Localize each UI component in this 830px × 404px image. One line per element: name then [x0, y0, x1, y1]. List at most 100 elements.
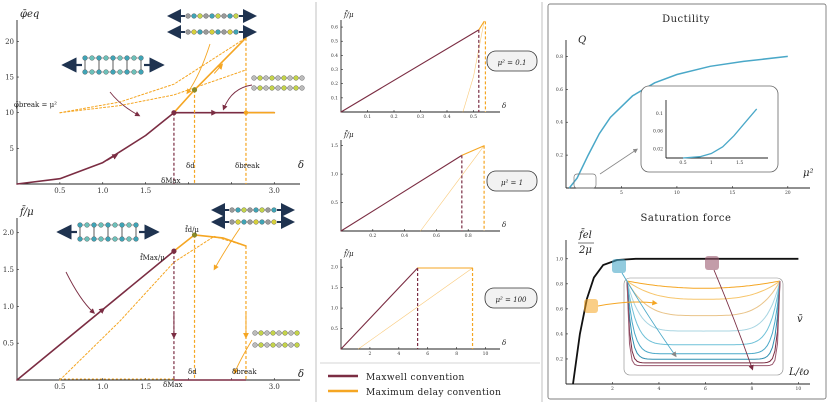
force-series-1: [173, 234, 247, 252]
mu100-x-tick-label: 6: [426, 351, 429, 357]
force-y-tick-label: 2.0: [3, 229, 14, 237]
chain-energy-top-b-bead: [221, 29, 227, 35]
ductility-x-tick-label: 5: [620, 190, 623, 196]
chain-energy-top-b-bead: [203, 29, 209, 35]
ladder-energy-bot-bead: [124, 69, 130, 75]
chain-energy-right-b-bead: [275, 85, 281, 91]
ladder-force-bot-bead: [133, 236, 139, 242]
chain-force-right-b-bead: [282, 342, 288, 348]
mu1-x-tick-label: 0.6: [433, 233, 440, 239]
chain-energy-right-b-bead: [293, 85, 299, 91]
ductility-inset-frame: [640, 85, 779, 173]
f-d-label: f̄d/μ: [185, 224, 199, 234]
legend-maxwell-label: Maxwell convention: [366, 373, 465, 383]
energy-y-tick-label: 5: [10, 145, 14, 153]
ductility-y-tick-label: 0.4: [556, 120, 563, 126]
mu01-x-tick-label: 0.5: [470, 114, 477, 120]
ductility-inset-y-tick-label: 0.02: [653, 147, 663, 153]
mu100-x-tick-label: 8: [455, 351, 458, 357]
saturation-profile-7: [626, 280, 781, 364]
mu01-y-tick-label: 0.5: [331, 39, 338, 45]
l-axis-label: L/ℓo: [788, 367, 809, 378]
chain-force-top-a-bead: [241, 207, 247, 213]
chain-force-top-b-bead: [259, 219, 265, 225]
chain-energy-right-a-bead: [257, 75, 263, 81]
energy-delta-d-label: δ̄d: [186, 162, 195, 170]
mu01-f-label: f̄/μ: [343, 9, 354, 19]
chain-force-top-a-bead: [271, 207, 277, 213]
saturation-series-0: [572, 257, 799, 385]
chain-force-right-a-bead: [294, 330, 300, 336]
ladder-force-bot-bead: [84, 236, 90, 242]
ladder-force-top: [77, 222, 139, 228]
mu1-f-label: f̄/μ: [343, 129, 354, 139]
chain-force-right-a-bead: [264, 330, 270, 336]
legend-delay-label: Maximum delay convention: [366, 388, 501, 398]
energy-x-tick-label: 0.5: [54, 187, 65, 195]
mu01-series-2: [462, 21, 485, 113]
energy-series-2: [59, 37, 247, 114]
ladder-energy-bot-bead: [131, 69, 137, 75]
ductility-inset-x-tick-label: 1.5: [736, 160, 743, 166]
chain-energy-right-b-bead: [299, 85, 305, 91]
energy-y-tick-label: 15: [5, 74, 14, 82]
mu100-series-2: [358, 267, 473, 350]
chain-energy-right-b-bead: [257, 85, 263, 91]
energy-point-d: [191, 87, 198, 93]
v-axis-label: v̄: [797, 314, 803, 325]
ladder-force-bot-bead: [91, 236, 97, 242]
ductility-zoom-box: [573, 173, 597, 189]
phi-break-label: φ̄break = μ²: [14, 101, 57, 109]
ductility-zoom-arrow: [599, 148, 638, 175]
saturation-marker-maroon: [705, 256, 719, 270]
energy-delta-label: δ: [298, 160, 304, 171]
chain-force-right-a-bead: [252, 330, 258, 336]
saturation-marker-orange: [584, 299, 598, 313]
ladder-force-bot-bead: [119, 236, 125, 242]
chain-energy-right-b-bead: [251, 85, 257, 91]
saturation-y-tick-label: 0.4: [556, 331, 563, 337]
energy-delta-break-label: δ̄break: [235, 162, 260, 170]
energy-y-tick-label: 20: [5, 38, 14, 46]
saturation-profile-8: [626, 280, 781, 367]
saturation-inset-frame: [623, 277, 784, 376]
saturation-profile-5: [626, 280, 781, 355]
ladder-force-top-bead: [119, 222, 125, 228]
mu1-series-0: [340, 154, 463, 232]
mu1-badge-text: μ² = 1: [501, 179, 523, 187]
force-axis-label: f̄/μ: [19, 206, 34, 218]
saturation-x-tick-label: 10: [796, 386, 802, 392]
mu01-y-tick-label: 0.6: [331, 25, 338, 31]
ladder-force-top-bead: [133, 222, 139, 228]
chain-energy-top-a-bead: [221, 13, 227, 19]
chain-force-top-b-bead: [235, 219, 241, 225]
mu2-100-plot: 2 4 6 8 10 0.5 1.0 1.5 2.0: [331, 259, 500, 357]
chain-energy-right-b-bead: [269, 85, 275, 91]
saturation-arrow-blue: [621, 272, 677, 358]
chain-force-right-b-bead: [294, 342, 300, 348]
chain-energy-top-a-bead: [233, 13, 239, 19]
chain-force-right-b-bead: [252, 342, 258, 348]
force-link-maxwell: [65, 271, 95, 314]
ladder-energy-top-bead: [96, 55, 102, 61]
mu100-x-tick-label: 2: [368, 351, 371, 357]
chain-energy-right-b-bead: [263, 85, 269, 91]
ladder-energy-top-bead: [138, 55, 144, 61]
mu1-x-tick-label: 0.4: [401, 233, 408, 239]
saturation-profile-6: [626, 280, 781, 360]
chain-energy-top-a-bead: [185, 13, 191, 19]
chain-energy-right-a-bead: [269, 75, 275, 81]
mu100-y-tick-label: 1.5: [331, 285, 338, 291]
ladder-force-top-bead: [91, 222, 97, 228]
chain-energy-right-a: [251, 75, 305, 81]
chain-force-right-b-bead: [258, 342, 264, 348]
chain-force-top-a-bead: [229, 207, 235, 213]
mu1-series-2: [420, 145, 485, 232]
force-link-delay: [213, 227, 241, 271]
mu1-delta-label: δ: [502, 221, 506, 229]
ladder-energy-bot-bead: [89, 69, 95, 75]
chain-force-top-a: [211, 203, 295, 217]
ladder-energy-bot-bead: [96, 69, 102, 75]
chain-force-top-b-bead: [253, 219, 259, 225]
chain-force-top-a-bead: [259, 207, 265, 213]
